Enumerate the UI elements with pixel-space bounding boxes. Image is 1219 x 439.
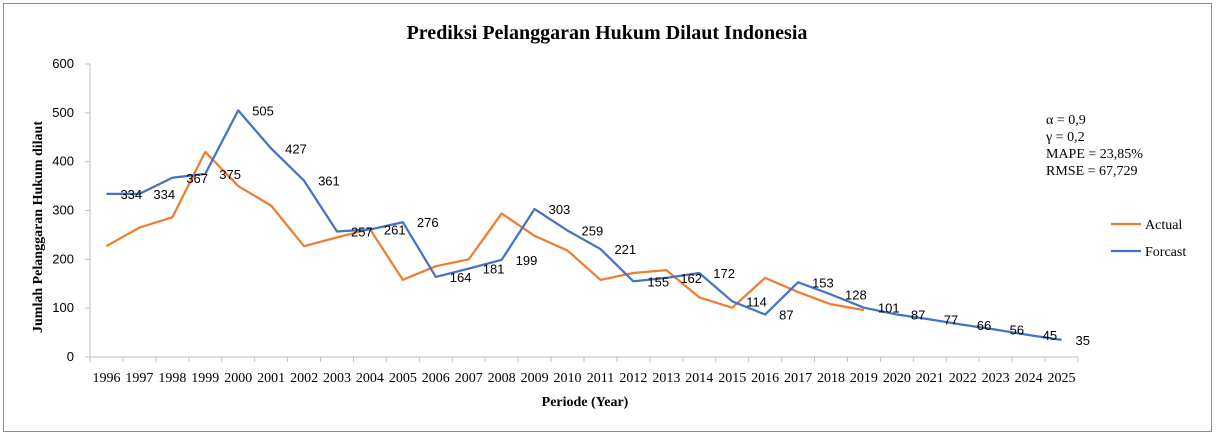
chart-title: Prediksi Pelanggaran Hukum Dilaut Indone… [407,22,808,44]
y-tick-label: 100 [52,300,74,315]
x-tick-label: 2019 [850,371,878,386]
x-tick-label: 2005 [389,371,417,386]
data-label: 375 [219,167,241,182]
x-axis-title: Periode (Year) [542,395,629,410]
y-tick-label: 500 [52,105,74,120]
x-tick-label: 2022 [949,371,977,386]
annotation-text: γ = 0,2 [1045,130,1085,145]
data-label: 505 [252,103,274,118]
x-tick-label: 2008 [488,371,516,386]
data-label: 56 [1010,323,1024,338]
x-tick-label: 2011 [587,371,614,386]
y-tick-label: 400 [52,154,74,169]
axes: 0 100 200 300 400 500 600 1996 1997 1998 1999 2000 2… [52,56,1079,386]
y-tick-label: 300 [52,203,74,218]
x-tick-label: 2002 [290,371,318,386]
data-label: 35 [1076,333,1090,348]
data-label: 334 [120,187,142,202]
x-tick-label: 2020 [883,371,911,386]
data-label: 87 [779,308,793,323]
x-tick-label: 2009 [521,371,549,386]
x-tick-label: 1999 [191,371,219,386]
y-tick-label: 200 [52,251,74,266]
x-tick-label: 2023 [982,371,1010,386]
data-label: 334 [153,187,175,202]
data-label: 172 [713,266,735,281]
x-tick-label: 2013 [652,371,680,386]
x-tick-label: 2003 [323,371,351,386]
data-label: 259 [582,224,604,239]
x-tick-label: 1997 [125,371,153,386]
x-tick-label: 1996 [92,371,120,386]
x-tick-label: 2006 [422,371,450,386]
data-label: 66 [977,318,991,333]
data-label: 153 [812,275,834,290]
legend-label: Actual [1145,218,1182,233]
data-label: 361 [318,174,340,189]
data-label: 221 [614,242,636,257]
data-label: 261 [384,223,406,238]
data-label: 101 [878,301,900,316]
y-tick-label: 600 [52,56,74,71]
data-label: 87 [911,308,925,323]
legend: Actual Forcast [1111,218,1186,260]
data-label: 276 [417,215,439,230]
x-tick-label: 2025 [1048,371,1076,386]
annotations: α = 0,9 γ = 0,2 MAPE = 23,85% RMSE = 67,729 [1045,113,1143,179]
annotation-text: MAPE = 23,85% [1046,147,1143,162]
x-tick-label: 2017 [784,371,812,386]
x-tick-label: 2018 [817,371,845,386]
x-tick-label: 2012 [619,371,647,386]
data-label: 164 [450,270,472,285]
x-tick-label: 2001 [257,371,285,386]
annotation-text: RMSE = 67,729 [1046,164,1138,179]
annotation-text: α = 0,9 [1046,113,1086,128]
x-tick-label: 2024 [1015,371,1043,386]
x-tick-label: 2007 [455,371,483,386]
data-label: 45 [1043,328,1057,343]
data-label: 114 [746,294,767,309]
data-label: 128 [845,287,867,302]
x-tick-label: 2004 [356,371,384,386]
data-label: 162 [680,271,702,286]
y-axis-title: Jumlah Pelanggaran Hukum dilaut [31,121,46,333]
data-label: 367 [186,171,208,186]
x-tick-label: 2016 [751,371,779,386]
data-label: 77 [944,312,958,327]
data-label: 181 [483,262,505,277]
x-tick-label: 2015 [718,371,746,386]
data-label: 199 [516,253,538,268]
data-labels: 334 334 367 375 505 427 361 257 261 276 164 181 199 3… [120,103,1090,348]
y-tick-label: 0 [67,349,74,364]
x-tick-label: 1998 [158,371,186,386]
x-tick-label: 2021 [916,371,944,386]
x-tick-label: 2000 [224,371,252,386]
data-label: 427 [285,141,307,156]
series-line-forcast [106,109,1062,342]
chart-frame [3,3,1212,432]
data-label: 155 [647,274,669,289]
series-lines [105,109,1062,342]
legend-label: Forcast [1145,245,1186,260]
data-label: 257 [351,224,373,239]
data-label: 303 [549,202,571,217]
x-tick-label: 2010 [554,371,582,386]
x-tick-label: 2014 [685,371,713,386]
